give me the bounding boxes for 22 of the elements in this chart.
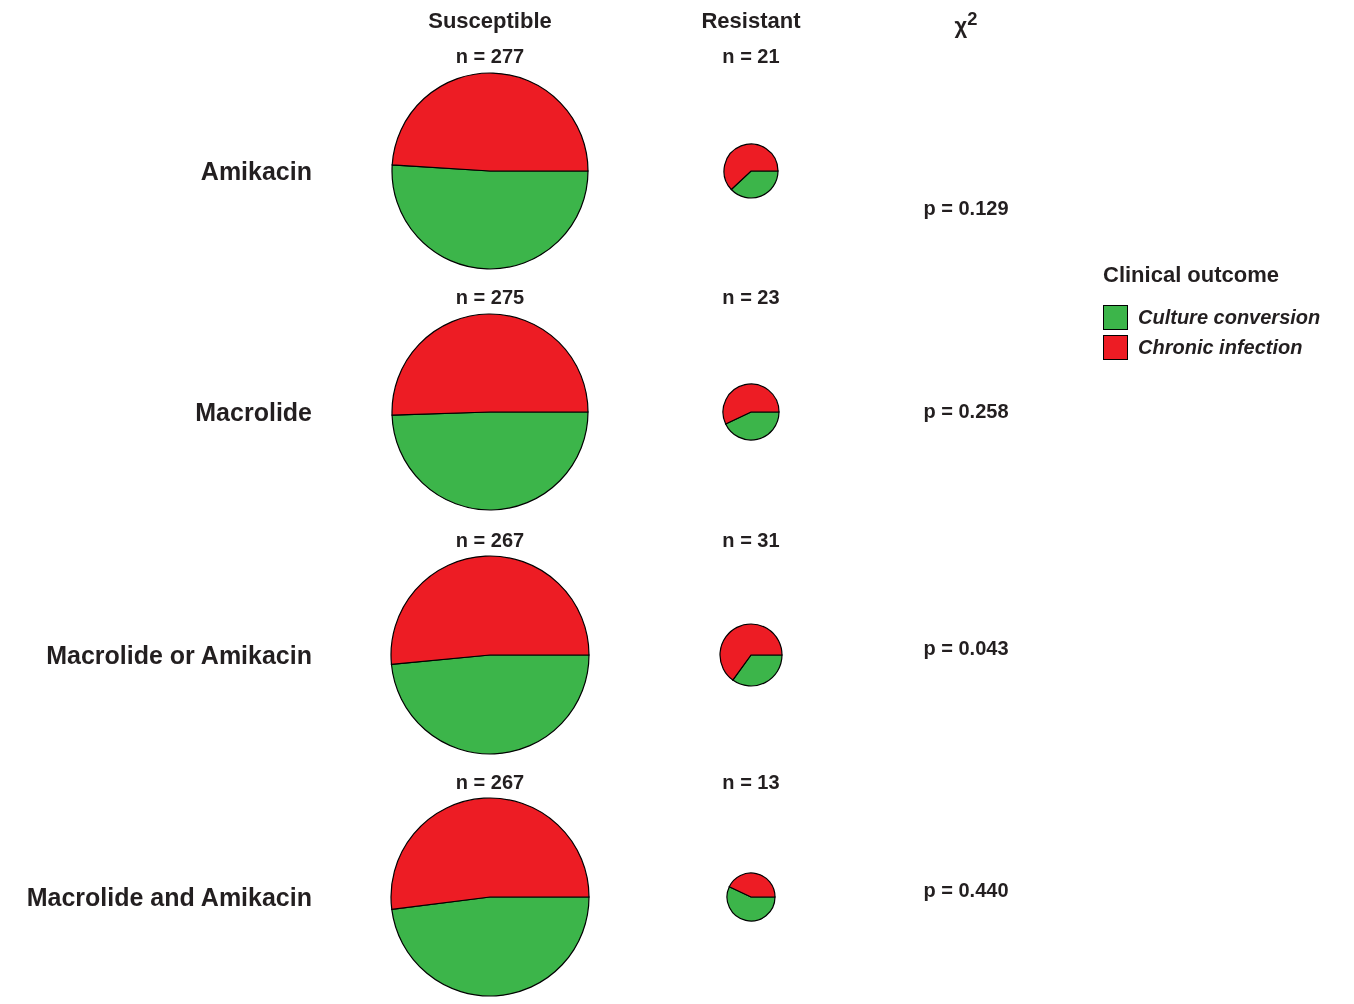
text: Macrolide and Amikacin: [25, 883, 312, 912]
text: p = 0.440: [922, 879, 1010, 902]
text: p = 0.258: [922, 400, 1010, 423]
chart-title: n = 275: [454, 286, 526, 309]
text: Macrolide or Amikacin: [45, 641, 312, 670]
chart-title: n = 13: [721, 771, 781, 794]
text: Susceptible: [427, 8, 553, 34]
legend-label: Culture conversion: [1138, 305, 1321, 329]
chart-title: n = 21: [721, 45, 781, 68]
chart-title: n = 267: [454, 771, 526, 794]
text: p = 0.043: [922, 637, 1010, 660]
legend-title: Clinical outcome: [1103, 262, 1281, 288]
text: Macrolide: [194, 398, 312, 427]
text: Resistant: [700, 8, 802, 34]
text: p = 0.129: [922, 197, 1010, 220]
chart-title: n = 277: [454, 45, 526, 68]
text: Amikacin: [199, 157, 312, 186]
chart-title: n = 31: [721, 529, 781, 552]
chart-title: n = 267: [454, 529, 526, 552]
chart-title: n = 23: [721, 286, 781, 309]
text: χ$^{2}$: [953, 8, 979, 40]
legend-label: Chronic infection: [1138, 335, 1303, 359]
